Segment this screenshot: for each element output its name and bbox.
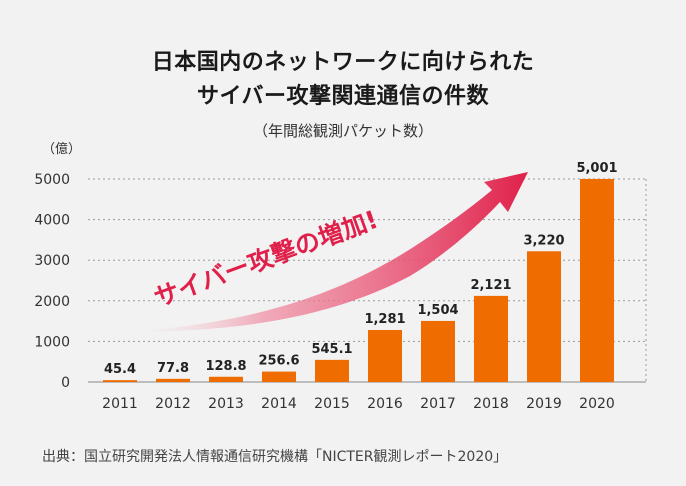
growth-arrow: サイバー攻撃の増加! [120,172,528,332]
x-tick-label-2017: 2017 [420,396,456,412]
bars [103,178,614,382]
x-tick-label-2019: 2019 [526,396,562,412]
data-label-2013: 128.8 [205,359,246,374]
x-tick-label-2020: 2020 [579,396,615,412]
y-tick-label: 3000 [34,253,70,269]
data-label-2019: 3,220 [523,233,564,248]
y-tick-label: 0 [61,375,70,391]
x-tick-label-2016: 2016 [367,396,403,412]
data-label-2018: 2,121 [470,278,511,293]
data-label-2011: 45.4 [104,362,136,377]
data-label-2020: 5,001 [576,161,617,176]
data-labels: 45.4 77.8 128.8 256.6 545.1 1,281 1,504 2,121 3,… [104,161,618,377]
y-tick-label: 4000 [34,213,70,229]
bar-2013 [209,376,243,382]
data-label-2017: 1,504 [417,303,458,318]
y-tick-label: 1000 [34,334,70,350]
growth-arrow-icon [120,172,528,332]
x-axis-ticks: 2011 2012 2013 2014 2015 2016 2017 2018 2019 2020 [102,396,615,412]
x-tick-label-2012: 2012 [155,396,191,412]
x-tick-label-2015: 2015 [314,396,350,412]
bar-2014 [262,371,296,382]
x-tick-label-2014: 2014 [261,396,297,412]
data-label-2016: 1,281 [364,312,405,327]
x-tick-label-2018: 2018 [473,396,509,412]
x-tick-label-2013: 2013 [208,396,244,412]
y-axis-ticks: 0 1000 2000 3000 4000 5000 [34,172,70,391]
y-tick-label: 5000 [34,172,70,188]
y-axis-unit-label: （億） [42,142,82,157]
bar-2016 [368,329,402,382]
bar-2019 [527,251,561,382]
data-label-2012: 77.8 [157,361,189,376]
chart-subtitle: （年間総観測パケット数） [252,122,433,140]
x-tick-label-2011: 2011 [102,396,138,412]
bar-2015 [315,359,349,382]
bar-2020 [580,178,614,382]
data-label-2015: 545.1 [311,342,352,357]
bar-2012 [156,378,190,382]
chart-title-line-1: 日本国内のネットワークに向けられた [151,50,535,75]
data-label-2014: 256.6 [258,354,299,369]
bar-2011 [103,380,137,382]
bar-2017 [421,320,455,382]
source-note: 出典：国立研究開発法人情報通信研究機構「NICTER観測レポート2020」 [42,449,508,465]
bar-2018 [474,295,508,382]
y-tick-label: 2000 [34,294,70,310]
chart-title-line-2: サイバー攻撃関連通信の件数 [196,84,490,109]
